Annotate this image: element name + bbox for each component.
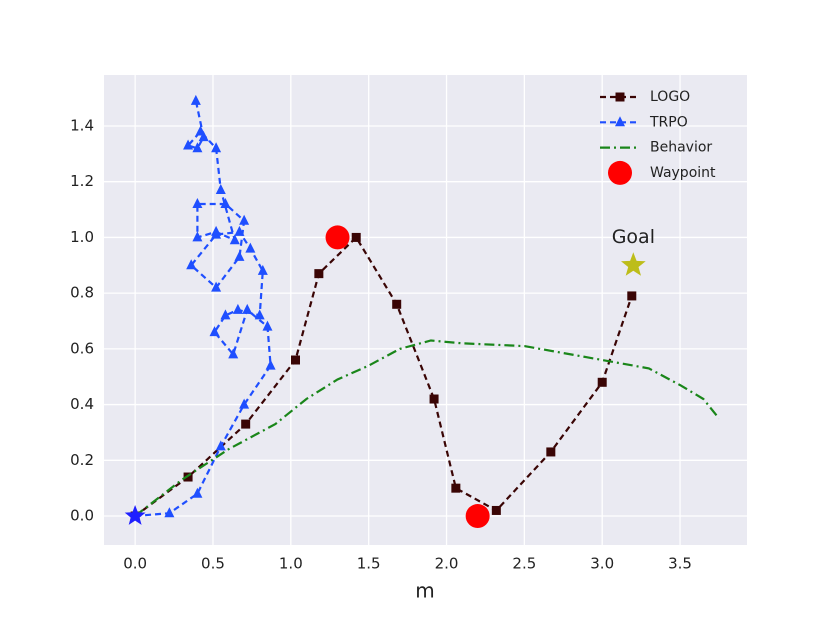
data-point xyxy=(164,507,175,518)
y-tick-label: 0.8 xyxy=(70,284,94,302)
data-point xyxy=(186,259,197,270)
start-star xyxy=(124,505,146,525)
data-point xyxy=(234,250,245,261)
series-line xyxy=(135,100,272,518)
legend-label: LOGO xyxy=(650,89,690,105)
y-tick-label: 0.6 xyxy=(70,339,94,357)
data-point xyxy=(190,94,201,105)
data-point xyxy=(198,131,209,142)
x-tick-label: 2.0 xyxy=(435,555,459,573)
data-point xyxy=(451,483,461,493)
data-point xyxy=(211,281,222,292)
data-point xyxy=(242,303,253,314)
data-point xyxy=(229,234,240,245)
y-tick-label: 1.0 xyxy=(70,228,94,246)
x-tick-label: 0.0 xyxy=(123,555,147,573)
data-point xyxy=(211,225,222,236)
x-tick-label: 1.0 xyxy=(279,555,303,573)
data-point xyxy=(254,309,265,320)
data-point xyxy=(220,309,231,320)
data-point xyxy=(597,377,607,387)
data-point xyxy=(325,225,350,250)
data-point xyxy=(192,197,203,208)
x-tick-label: 0.5 xyxy=(201,555,225,573)
data-point xyxy=(228,348,239,359)
data-point xyxy=(192,231,203,242)
data-point xyxy=(546,447,556,457)
legend-label: Waypoint xyxy=(650,165,716,181)
data-point xyxy=(262,320,273,331)
legend-label: Behavior xyxy=(650,140,712,156)
goal-star xyxy=(621,252,646,276)
data-point xyxy=(290,355,300,365)
x-tick-label: 3.5 xyxy=(668,555,692,573)
data-point xyxy=(232,303,243,314)
x-tick-label: 1.5 xyxy=(357,555,381,573)
legend-marker xyxy=(615,116,625,127)
data-point xyxy=(209,326,220,337)
data-point xyxy=(241,419,251,429)
data-point xyxy=(215,184,226,195)
data-point xyxy=(265,359,276,370)
legend-label: TRPO xyxy=(649,114,688,130)
x-tick-label: 3.0 xyxy=(590,555,614,573)
data-point xyxy=(239,398,250,409)
legend-marker xyxy=(615,92,625,102)
data-point xyxy=(351,232,361,242)
y-tick-label: 0.0 xyxy=(70,507,94,525)
data-point xyxy=(245,242,256,253)
plot-area xyxy=(104,75,747,545)
data-point xyxy=(465,504,490,529)
data-point xyxy=(215,440,226,451)
legend-marker xyxy=(608,160,632,185)
x-tick-label: 2.5 xyxy=(512,555,536,573)
data-point xyxy=(239,214,250,225)
y-tick-label: 1.4 xyxy=(70,116,94,134)
data-point xyxy=(183,139,194,150)
data-point xyxy=(627,291,637,301)
data-point xyxy=(183,472,193,482)
data-point xyxy=(192,487,203,498)
y-tick-label: 0.4 xyxy=(70,395,94,413)
goal-label: Goal xyxy=(612,226,655,248)
data-point xyxy=(192,142,203,153)
data-point xyxy=(429,394,439,404)
y-tick-label: 1.2 xyxy=(70,172,94,190)
data-point xyxy=(392,299,402,309)
data-point xyxy=(491,505,501,515)
data-point xyxy=(220,197,231,208)
x-axis-label: m xyxy=(415,579,434,603)
data-point xyxy=(234,225,245,236)
data-point xyxy=(211,142,222,153)
y-tick-label: 0.2 xyxy=(70,451,94,469)
data-point xyxy=(314,269,324,279)
data-point xyxy=(257,264,268,275)
series-line xyxy=(134,339,720,517)
